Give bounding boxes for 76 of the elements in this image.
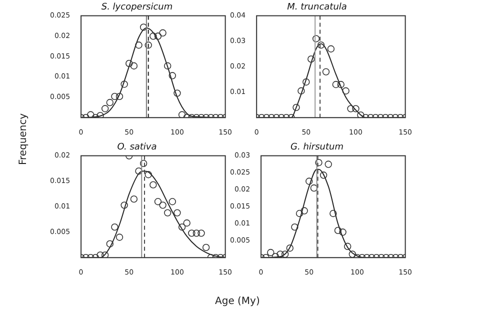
point (174, 90, 181, 97)
point (178, 223, 186, 231)
point (198, 230, 205, 237)
point (130, 62, 138, 70)
point (183, 219, 190, 227)
point (192, 230, 200, 237)
point (312, 35, 320, 42)
point (327, 45, 335, 52)
point (159, 29, 166, 37)
point (291, 223, 298, 231)
point (116, 234, 124, 241)
point (188, 230, 196, 237)
point (357, 111, 364, 118)
point (135, 42, 142, 49)
point (101, 105, 109, 112)
point (317, 41, 325, 49)
point (320, 172, 328, 179)
point (130, 195, 138, 203)
y-axis-title: Frequency (18, 113, 29, 165)
point (154, 32, 162, 40)
point (150, 32, 157, 40)
point (144, 171, 152, 178)
point (164, 209, 172, 216)
point (344, 242, 352, 250)
point (154, 198, 162, 206)
point (96, 251, 104, 258)
chart-title: S. lycopersicum (101, 2, 173, 13)
point (292, 104, 300, 112)
point (324, 160, 332, 168)
point (339, 228, 346, 236)
point (168, 198, 176, 206)
point (337, 80, 344, 88)
point (202, 244, 210, 252)
point (315, 158, 322, 166)
point (116, 92, 124, 100)
point (111, 223, 118, 231)
point (347, 105, 354, 112)
point (106, 98, 114, 106)
point (174, 209, 181, 216)
chart-title: M. truncatula (287, 2, 347, 13)
point (106, 240, 114, 248)
point (332, 80, 340, 88)
point (330, 210, 337, 218)
point (322, 68, 330, 76)
chart-title: O. sativa (117, 142, 157, 153)
point (168, 72, 176, 80)
point (348, 250, 356, 258)
point (120, 202, 128, 209)
point (352, 105, 360, 112)
point (302, 78, 310, 86)
chart-title: G. hirsutum (290, 142, 344, 153)
point (96, 112, 104, 118)
point (334, 226, 342, 234)
point (286, 244, 294, 252)
point (111, 92, 118, 100)
point (135, 167, 142, 175)
point (306, 178, 313, 185)
point (308, 55, 315, 63)
point (276, 250, 284, 258)
point (267, 248, 274, 256)
point (300, 207, 308, 214)
x-axis-title: Age (My) (215, 296, 260, 307)
point (296, 210, 304, 218)
point (140, 160, 148, 168)
point (178, 111, 186, 118)
point (87, 111, 94, 118)
point (281, 250, 289, 258)
point (150, 181, 157, 188)
point (126, 60, 133, 68)
point (342, 87, 350, 94)
point (120, 80, 128, 88)
point (298, 87, 305, 94)
point (164, 62, 172, 70)
point (101, 251, 109, 258)
point (159, 202, 166, 209)
point (144, 42, 152, 49)
